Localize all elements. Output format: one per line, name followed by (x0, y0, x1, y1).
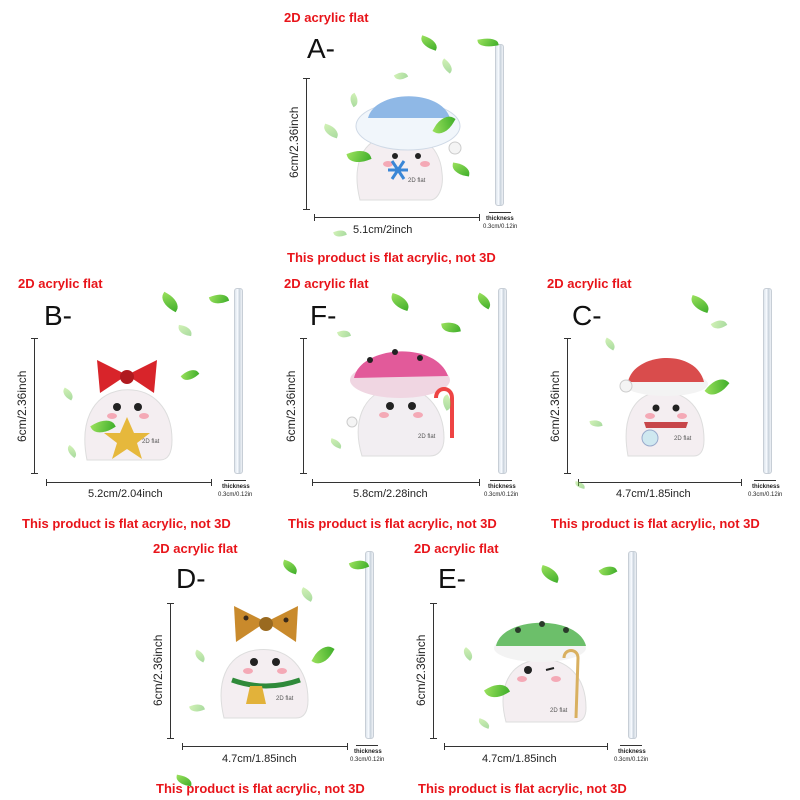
panel-b-ghost-image: 2D flat (84, 360, 173, 461)
leaf-icon (589, 419, 603, 428)
panel-e-letter: E- (438, 563, 466, 594)
leaf-icon (710, 317, 728, 332)
panel-a-width-line (314, 214, 480, 221)
panel-a-height-line (303, 78, 310, 210)
panel-d-thickness-value: 0.3cm/0.12in (350, 757, 385, 763)
panel-a-width-label: 5.1cm/2inch (353, 224, 413, 236)
leaf-icon (460, 647, 476, 661)
panel-a-ghost-image: 2D flat (355, 96, 462, 201)
leaf-icon (393, 69, 409, 83)
panel-c-thickness-line (754, 480, 776, 481)
leaf-icon (208, 291, 230, 307)
panel-a-letter: A- (307, 33, 335, 64)
panel-d-height-label: 6cm/2.36inch (151, 634, 165, 706)
panel-b-title: 2D acrylic flat (18, 276, 103, 291)
leaf-icon (474, 292, 494, 310)
panel-f-thickness-title: thickness (488, 484, 516, 490)
leaf-icon (189, 701, 205, 715)
panel-a-thickness-value: 0.3cm/0.12in (483, 224, 518, 230)
panel-e-height-line (430, 603, 437, 739)
panel-e-width-label: 4.7cm/1.85inch (482, 753, 557, 765)
panel-e-thickness-rod (628, 551, 637, 739)
panel-e-height-label: 6cm/2.36inch (414, 634, 428, 706)
panel-e-thickness-line (620, 745, 642, 746)
leaf-icon (688, 294, 712, 314)
panel-a-thickness-title: thickness (486, 216, 514, 222)
panel-e-thickness-value: 0.3cm/0.12in (614, 757, 649, 763)
panel-a-thickness-line (489, 212, 511, 213)
panel-c-height-line (564, 338, 571, 474)
leaf-icon (441, 320, 461, 335)
panel-b-disclaimer: This product is flat acrylic, not 3D (22, 516, 231, 531)
panel-e-disclaimer: This product is flat acrylic, not 3D (418, 781, 627, 796)
panel-e-width-line (444, 743, 608, 750)
panel-d-disclaimer: This product is flat acrylic, not 3D (156, 781, 365, 796)
panel-d-flat-tag: 2D flat (276, 696, 294, 702)
panel-c-disclaimer: This product is flat acrylic, not 3D (551, 516, 760, 531)
panel-b-height-label: 6cm/2.36inch (15, 370, 29, 442)
panel-b-letter: B- (44, 300, 72, 331)
panel-a-thickness-rod (495, 44, 504, 206)
leaf-icon (418, 35, 440, 51)
panel-d-width-line (182, 743, 348, 750)
leaf-icon (158, 291, 182, 313)
panel-f-height-line (300, 338, 307, 474)
panel-b-width-line (46, 479, 212, 486)
panel-f-thickness-value: 0.3cm/0.12in (484, 492, 519, 498)
leaf-icon (192, 649, 208, 663)
panel-c-height-label: 6cm/2.36inch (548, 370, 562, 442)
panel-e-title: 2D acrylic flat (414, 541, 499, 556)
panel-f-title: 2D acrylic flat (284, 276, 369, 291)
panel-f-flat-tag: 2D flat (418, 434, 436, 440)
panel-c-thickness-title: thickness (752, 484, 780, 490)
panel-c-thickness-value: 0.3cm/0.12in (748, 492, 783, 498)
panel-d-width-label: 4.7cm/1.85inch (222, 753, 297, 765)
panel-a-disclaimer: This product is flat acrylic, not 3D (287, 250, 496, 265)
panel-f-disclaimer: This product is flat acrylic, not 3D (288, 516, 497, 531)
panel-c-width-line (578, 479, 742, 486)
panel-b-thickness-line (224, 480, 246, 481)
panel-a-title: 2D acrylic flat (284, 10, 369, 25)
leaf-icon (333, 228, 347, 239)
panel-c-flat-tag: 2D flat (674, 436, 692, 442)
panel-a-flat-tag: 2D flat (408, 178, 426, 184)
leaf-icon (280, 559, 300, 575)
panel-f-thickness-line (490, 480, 512, 481)
panel-c-title: 2D acrylic flat (547, 276, 632, 291)
leaf-icon (598, 562, 618, 580)
panel-f-height-label: 6cm/2.36inch (284, 370, 298, 442)
panel-a-height-label: 6cm/2.36inch (287, 106, 301, 178)
leaf-icon (538, 564, 562, 584)
panel-d-thickness-title: thickness (354, 749, 382, 755)
panel-d-title: 2D acrylic flat (153, 541, 238, 556)
panel-b-thickness-rod (234, 288, 243, 474)
panel-f-width-line (312, 479, 480, 486)
leaf-icon (388, 292, 412, 312)
leaf-icon (439, 58, 455, 74)
panel-b-height-line (31, 338, 38, 474)
leaf-icon (177, 324, 193, 337)
panel-c-width-label: 4.7cm/1.85inch (616, 488, 691, 500)
panel-d-height-line (167, 603, 174, 739)
panel-b-width-label: 5.2cm/2.04inch (88, 488, 163, 500)
panel-c-ghost-image: 2D flat (619, 357, 708, 457)
panel-c-letter: C- (572, 300, 602, 331)
panel-c-thickness-rod (763, 288, 772, 474)
panel-e-ghost-image: 2D flat (494, 621, 587, 723)
panel-d-thickness-line (356, 745, 378, 746)
panel-b-flat-tag: 2D flat (142, 439, 160, 445)
panel-f-letter: F- (310, 300, 337, 331)
panel-b-thickness-title: thickness (222, 484, 250, 490)
panel-f-width-label: 5.8cm/2.28inch (353, 488, 428, 500)
panel-d-ghost-image: 2D flat (220, 606, 309, 719)
panel-b-thickness-value: 0.3cm/0.12in (218, 492, 253, 498)
panel-f-ghost-image: 2D flat (346, 349, 454, 457)
panel-d-letter: D- (176, 563, 206, 594)
panel-e-thickness-title: thickness (618, 749, 646, 755)
panel-d-thickness-rod (365, 551, 374, 739)
panel-e-flat-tag: 2D flat (550, 708, 568, 714)
panel-f-thickness-rod (498, 288, 507, 474)
